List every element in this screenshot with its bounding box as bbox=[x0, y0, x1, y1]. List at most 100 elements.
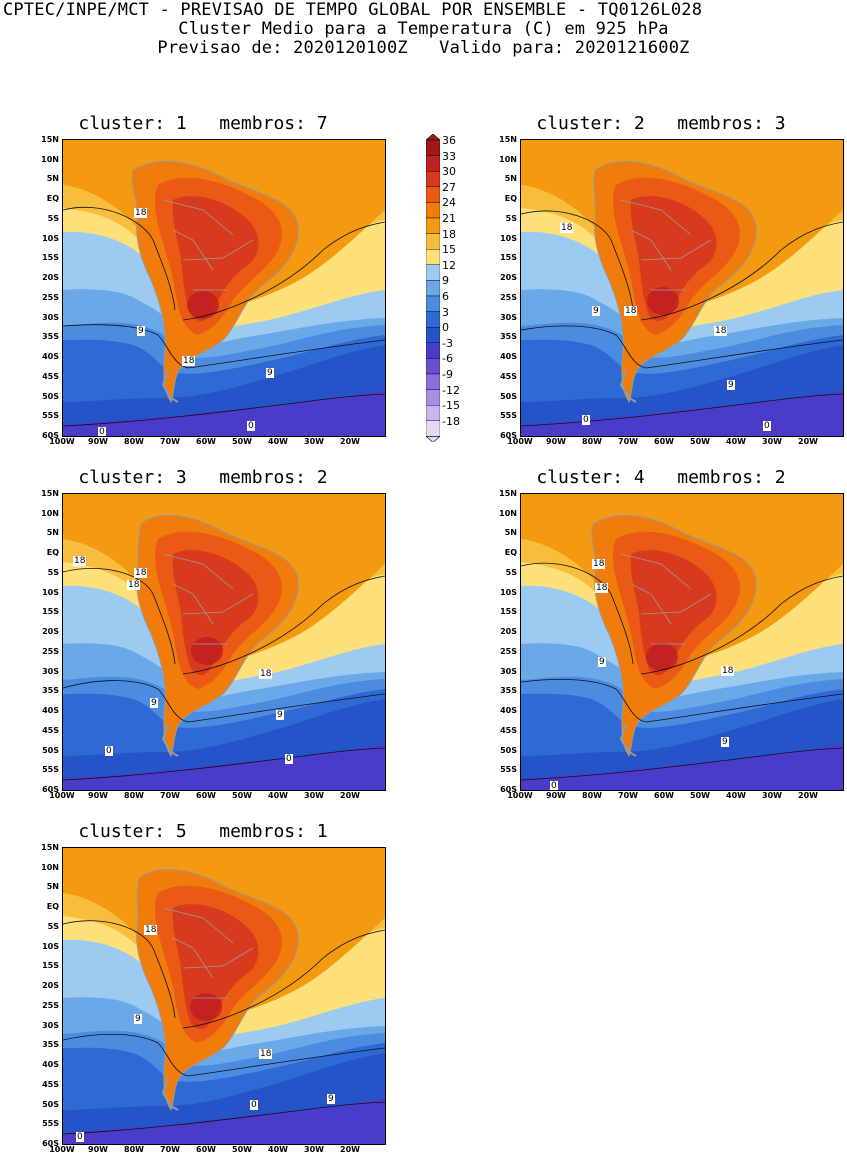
latitude-label: 10N bbox=[41, 508, 59, 518]
latitude-label: 45S bbox=[42, 1079, 59, 1089]
longitude-label: 60W bbox=[196, 437, 216, 446]
contour-label: 18 bbox=[259, 669, 273, 679]
color-bar-label: -9 bbox=[442, 368, 453, 381]
longitude-label: 80W bbox=[582, 437, 602, 446]
longitude-label: 40W bbox=[726, 791, 746, 800]
color-bar-swatch bbox=[425, 139, 441, 156]
contour-label: 18 bbox=[259, 1049, 273, 1059]
latitude-label: 20S bbox=[500, 273, 517, 283]
latitude-label: 20S bbox=[42, 981, 59, 991]
panel-title: cluster: 1 membros: 7 bbox=[78, 113, 328, 134]
longitude-label: 80W bbox=[124, 791, 144, 800]
latitude-label: EQ bbox=[504, 548, 517, 558]
longitude-label: 90W bbox=[88, 791, 108, 800]
contour-label: 18 bbox=[73, 556, 87, 566]
temperature-map: 18 9 18 18 9 0 0 bbox=[520, 139, 844, 437]
contour-label: 18 bbox=[714, 326, 728, 336]
color-bar-label: 3 bbox=[442, 305, 449, 319]
temperature-map: 18 9 18 9 0 0 bbox=[62, 139, 386, 437]
latitude-label: 50S bbox=[42, 745, 59, 755]
longitude-label: 50W bbox=[232, 791, 252, 800]
panel-title: cluster: 3 membros: 2 bbox=[78, 467, 328, 488]
latitude-label: 60S bbox=[42, 431, 59, 440]
latitude-label: 15S bbox=[42, 253, 59, 263]
contour-label: 0 bbox=[763, 421, 771, 431]
contour-label: 9 bbox=[727, 380, 735, 390]
longitude-label: 50W bbox=[232, 437, 252, 446]
latitude-label: 5S bbox=[47, 567, 59, 577]
longitude-label: 60W bbox=[196, 791, 216, 800]
latitude-label: 45S bbox=[42, 725, 59, 735]
contour-label: 0 bbox=[285, 754, 293, 764]
latitude-label: 50S bbox=[42, 391, 59, 401]
color-bar-label: 12 bbox=[442, 258, 456, 272]
color-bar-label: 24 bbox=[442, 196, 456, 210]
header-line-2: Cluster Medio para a Temperatura (C) em … bbox=[178, 19, 669, 39]
longitude-label: 20W bbox=[798, 437, 818, 446]
latitude-label: 10N bbox=[499, 508, 517, 518]
longitude-label: 30W bbox=[762, 437, 782, 446]
longitude-label: 80W bbox=[124, 1145, 144, 1154]
latitude-label: 40S bbox=[42, 1060, 59, 1070]
longitude-label: 100W bbox=[49, 791, 75, 800]
contour-label: 18 bbox=[127, 580, 141, 590]
latitude-label: 30S bbox=[42, 666, 59, 676]
latitude-label: 25S bbox=[500, 292, 517, 302]
contour-label: 18 bbox=[134, 568, 148, 578]
longitude-label: 90W bbox=[546, 791, 566, 800]
color-bar: 36 33 30 27 24 21 18 15 12 9 6 3 0 -3 -6 -9 -12 -15 -18 bbox=[425, 133, 460, 446]
latitude-label: EQ bbox=[46, 194, 59, 204]
temperature-map: 18 9 18 9 0 0 bbox=[62, 847, 386, 1145]
color-bar-label: 30 bbox=[442, 165, 456, 179]
contour-label: 0 bbox=[582, 415, 590, 425]
latitude-label: 35S bbox=[42, 332, 59, 342]
latitude-label: 15S bbox=[500, 253, 517, 263]
latitude-label: 30S bbox=[500, 666, 517, 676]
header-line-1: CPTEC/INPE/MCT - PREVISAO DE TEMPO GLOBA… bbox=[3, 0, 703, 20]
latitude-label: 5S bbox=[47, 213, 59, 223]
contour-label: 9 bbox=[150, 698, 158, 708]
latitude-label: 35S bbox=[42, 1040, 59, 1050]
latitude-label: 15S bbox=[42, 607, 59, 617]
latitude-label: 15N bbox=[499, 489, 517, 498]
latitude-label: 10S bbox=[42, 587, 59, 597]
latitude-label: 20S bbox=[42, 627, 59, 637]
color-bar-label: -3 bbox=[442, 336, 453, 350]
map-shading bbox=[63, 494, 385, 790]
longitude-label: 30W bbox=[304, 437, 324, 446]
contour-label: 0 bbox=[76, 1132, 84, 1142]
contour-label: 9 bbox=[598, 657, 606, 667]
latitude-label: 5S bbox=[505, 567, 517, 577]
contour-label: 9 bbox=[327, 1094, 335, 1104]
longitude-label: 50W bbox=[690, 791, 710, 800]
color-bar-swatch bbox=[425, 248, 441, 265]
contour-label: 0 bbox=[105, 746, 113, 756]
latitude-label: 10S bbox=[42, 941, 59, 951]
longitude-label: 100W bbox=[49, 1145, 75, 1154]
latitude-label: 15S bbox=[42, 961, 59, 971]
latitude-label: 25S bbox=[42, 646, 59, 656]
latitude-label: 30S bbox=[42, 312, 59, 322]
longitude-label: 70W bbox=[160, 1145, 180, 1154]
latitude-label: 60S bbox=[500, 431, 517, 440]
longitude-label: 20W bbox=[340, 1145, 360, 1154]
color-bar-swatch bbox=[425, 311, 441, 328]
longitude-label: 80W bbox=[124, 437, 144, 446]
contour-label: 0 bbox=[250, 1100, 258, 1110]
contour-label: 9 bbox=[137, 326, 145, 336]
temperature-map: 18 18 18 18 9 9 0 0 bbox=[62, 493, 386, 791]
latitude-label: 40S bbox=[42, 706, 59, 716]
color-bar-swatch bbox=[425, 295, 441, 312]
latitude-label: 40S bbox=[42, 352, 59, 362]
latitude-label: 60S bbox=[42, 785, 59, 794]
latitude-label: 15S bbox=[500, 607, 517, 617]
longitude-label: 70W bbox=[160, 437, 180, 446]
latitude-label: 5N bbox=[46, 174, 59, 184]
latitude-label: 30S bbox=[500, 312, 517, 322]
latitude-label: 15N bbox=[41, 489, 59, 498]
latitude-label: 15N bbox=[499, 135, 517, 144]
latitude-label: 45S bbox=[500, 725, 517, 735]
latitude-label: 10S bbox=[500, 587, 517, 597]
color-bar-label: 33 bbox=[442, 149, 456, 163]
latitude-label: 30S bbox=[42, 1020, 59, 1030]
